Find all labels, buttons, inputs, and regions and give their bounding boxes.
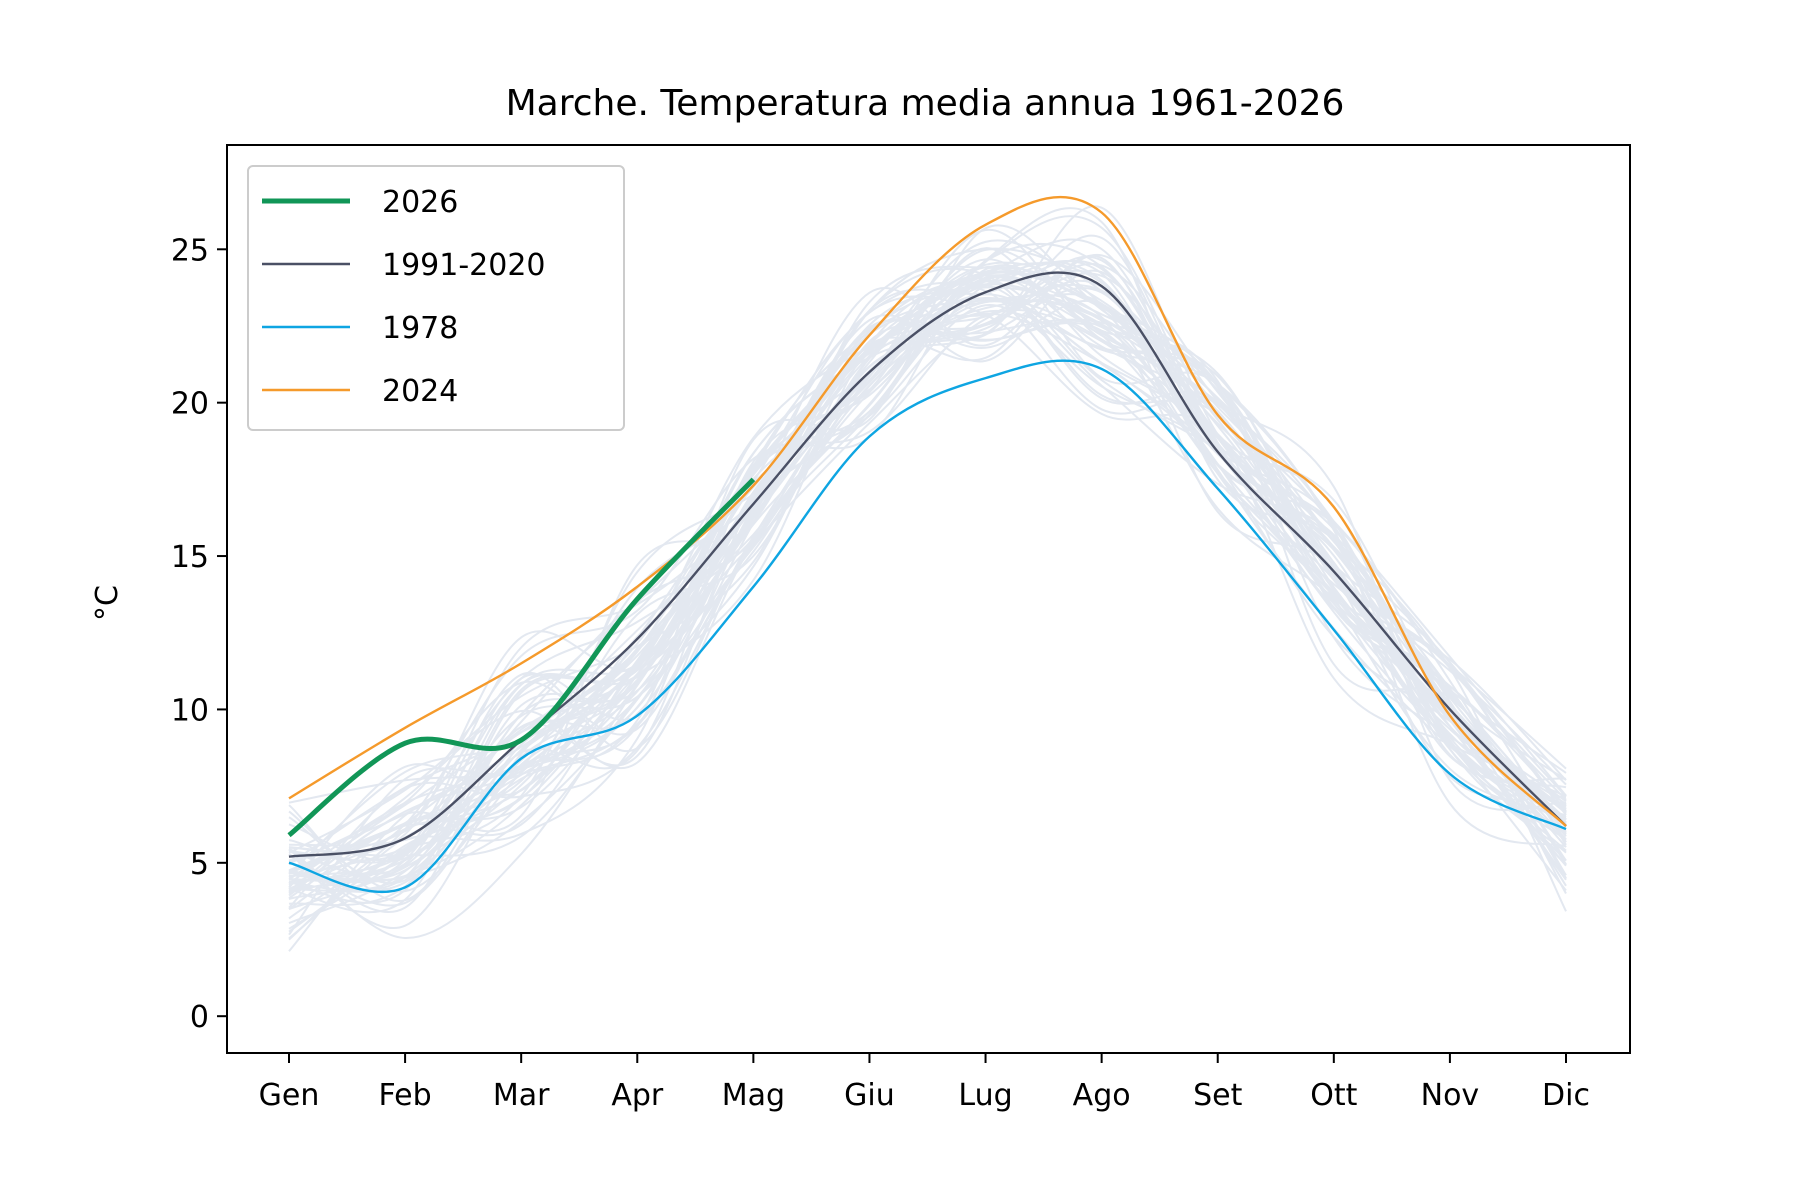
x-tick-label: Nov [1421,1078,1480,1113]
x-tick-label: Feb [379,1078,432,1113]
historical-year-line [288,264,1567,952]
x-tick-label: Ago [1073,1078,1131,1113]
historical-year-line [288,234,1567,878]
series-line-2026 [287,477,756,838]
historical-year-line [288,274,1567,933]
series-line-1978 [288,359,1567,894]
x-tick-label: Apr [611,1078,664,1113]
y-tick-label: 20 [171,387,209,422]
y-tick-label: 5 [190,847,209,882]
y-axis-label: °C [90,585,125,621]
historical-year-line [288,298,1567,881]
legend-label: 2024 [382,374,458,409]
x-axis-ticks: Gen Feb Mar Apr Mag Giu Lug Ago Set Ott Nov Dic [259,1053,1590,1113]
x-tick-label: Gen [259,1078,320,1113]
historical-year-line [288,207,1567,885]
y-tick-label: 0 [190,1000,209,1035]
x-tick-label: Mar [493,1078,550,1113]
historical-year-line [288,239,1567,882]
legend-label: 1991-2020 [382,248,546,283]
chart-title: Marche. Temperatura media annua 1961-202… [506,83,1345,124]
y-axis-ticks: 0 5 10 15 20 25 [171,233,227,1035]
y-tick-label: 25 [171,233,209,268]
legend: 2026 1991-2020 1978 2024 [247,165,625,431]
highlighted-series-lines [287,195,1567,894]
series-line-2024 [288,195,1567,827]
historical-years-lines [288,205,1567,952]
y-tick-label: 10 [171,693,209,728]
x-tick-label: Set [1193,1078,1243,1113]
legend-label: 2026 [382,185,458,220]
historical-year-line [288,296,1567,875]
x-tick-label: Mag [722,1078,785,1113]
plot-frame [226,144,1631,1054]
historical-year-line [288,304,1567,880]
historical-year-line [288,205,1567,879]
legend-label: 1978 [382,311,458,346]
x-tick-label: Dic [1542,1078,1590,1113]
historical-year-line [288,271,1567,913]
x-tick-label: Giu [844,1078,895,1113]
y-tick-label: 15 [171,540,209,575]
legend-box [247,165,625,431]
x-tick-label: Ott [1310,1078,1357,1113]
x-tick-label: Lug [958,1078,1012,1113]
